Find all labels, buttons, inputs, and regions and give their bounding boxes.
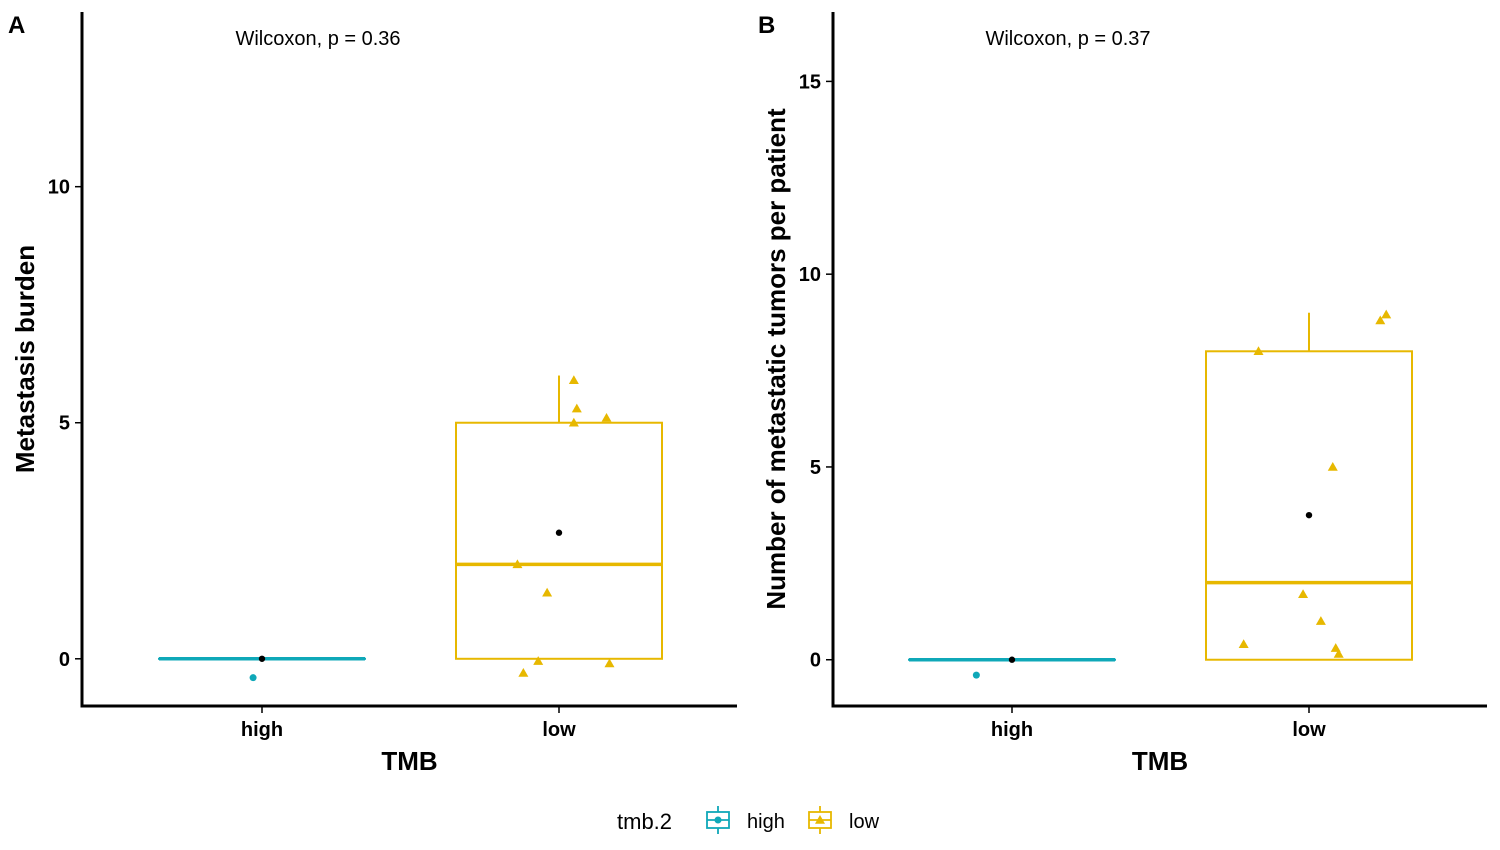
y-tick-label: 15 — [799, 71, 821, 93]
box-rect — [455, 421, 663, 660]
y-tick-label: 10 — [799, 264, 821, 286]
data-point-low — [1381, 309, 1392, 319]
data-point-low — [1333, 648, 1344, 658]
box-high — [158, 655, 366, 662]
data-point-low — [1327, 461, 1338, 471]
y-axis-title: Number of metastatic tumors per patient — [761, 108, 791, 610]
x-axis-title: TMB — [381, 746, 437, 776]
data-point-low — [1375, 315, 1386, 325]
box-high — [908, 656, 1116, 663]
x-axis-title: TMB — [1132, 746, 1188, 776]
panel-letter: B — [758, 12, 775, 39]
data-point-high — [972, 671, 980, 679]
panel-letter: A — [8, 12, 25, 39]
y-tick-label: 0 — [810, 650, 821, 672]
legend-label-low: low — [849, 811, 880, 833]
legend-item-low: low — [808, 806, 880, 834]
y-tick-label: 5 — [810, 457, 821, 479]
box-low — [1205, 312, 1413, 661]
data-point-low — [571, 403, 582, 413]
legend-label-high: high — [747, 811, 785, 833]
y-axis-title: Metastasis burden — [10, 245, 40, 473]
data-point-low — [518, 667, 529, 677]
x-tick-label-low: low — [542, 719, 576, 741]
legend: tmb.2 high low — [617, 806, 880, 834]
data-point-low — [1330, 643, 1341, 652]
data-point-low — [1253, 346, 1264, 356]
mean-point — [1305, 511, 1313, 519]
data-point-low — [601, 413, 612, 422]
panel-b: B Wilcoxon, p = 0.37 0 5 10 15 high low TMB Numbe… — [758, 12, 1487, 776]
mean-point — [1008, 656, 1016, 663]
x-tick-label-low: low — [1292, 719, 1326, 741]
mean-point — [258, 655, 266, 662]
data-point-low — [568, 417, 579, 427]
box-low — [455, 375, 663, 660]
legend-key-high — [706, 806, 730, 834]
wilcoxon-annotation: Wilcoxon, p = 0.37 — [985, 28, 1150, 50]
legend-key-low — [808, 806, 832, 834]
data-point-low — [512, 559, 523, 569]
wilcoxon-annotation: Wilcoxon, p = 0.36 — [235, 28, 400, 50]
y-tick-label: 10 — [48, 177, 70, 199]
x-tick-label-high: high — [241, 719, 283, 741]
legend-item-high: high — [706, 806, 785, 834]
data-point-low — [1315, 616, 1326, 625]
data-point-low — [542, 587, 553, 597]
y-tick-label: 5 — [59, 413, 70, 435]
data-point-low — [604, 658, 615, 668]
data-point-low — [568, 375, 579, 384]
data-point-high — [249, 674, 257, 682]
data-point-low — [533, 656, 544, 665]
mean-point — [555, 529, 563, 536]
data-point-low — [1238, 639, 1249, 649]
panel-a: A Wilcoxon, p = 0.36 0 5 10 high low TMB Metasta… — [8, 12, 737, 776]
x-tick-label-high: high — [991, 719, 1033, 741]
box-rect — [1205, 350, 1413, 661]
y-tick-label: 0 — [59, 649, 70, 671]
data-point-low — [1298, 589, 1309, 598]
legend-title: tmb.2 — [617, 809, 672, 834]
